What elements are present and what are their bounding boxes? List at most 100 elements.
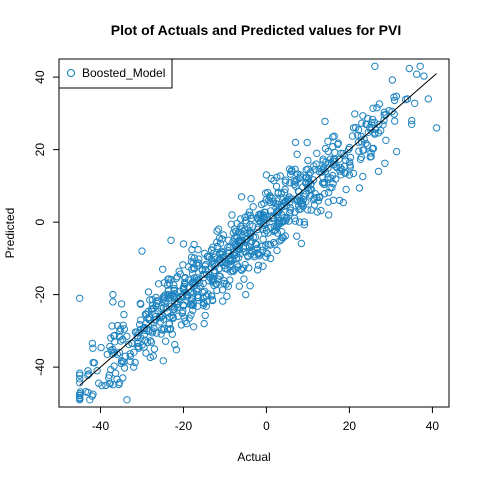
data-point [316,193,324,201]
data-point [105,374,113,382]
data-point [291,165,299,174]
data-point [275,220,283,228]
data-point [321,144,330,153]
data-point [138,247,146,255]
data-point [160,324,168,333]
data-point [115,378,124,387]
data-point [391,117,399,125]
data-point [271,226,279,234]
data-point [302,190,310,198]
data-point [109,298,117,306]
data-point [76,294,84,302]
data-point [120,310,128,319]
data-point [123,396,131,404]
plot-area-border [58,58,450,408]
data-point [89,358,97,367]
data-point [88,339,97,348]
data-point [76,371,84,379]
data-point [204,290,212,298]
x-tick-label: -20 [175,419,193,433]
data-point [181,317,189,325]
data-point [119,374,127,382]
data-point [280,188,289,196]
data-point [108,322,116,330]
data-point [405,64,413,73]
data-point [126,357,135,365]
data-point [416,62,424,71]
data-point [262,226,271,235]
data-point [170,287,178,295]
data-point [237,193,246,201]
data-point [355,184,364,192]
data-point [315,167,323,176]
data-point [362,120,370,129]
data-point [354,131,362,139]
data-point [392,92,401,101]
data-point [281,178,290,186]
data-point [276,237,284,245]
data-point [306,168,315,176]
data-point [183,293,192,301]
data-point [167,236,175,245]
data-point [285,217,293,225]
data-point [413,70,421,78]
data-point [188,265,196,273]
data-point [202,292,211,300]
data-point [229,267,238,275]
data-point [165,320,174,328]
data-point [291,138,300,147]
data-point [187,297,196,305]
data-point [274,219,282,227]
data-point [290,180,298,189]
data-point [76,369,84,377]
data-point [130,363,138,371]
data-point [218,248,226,257]
data-point [144,314,152,322]
y-tick-label: 0 [33,218,47,225]
data-point [237,229,245,237]
data-point [179,261,187,269]
data-point [296,171,304,179]
data-point [240,275,248,283]
data-point [346,163,354,171]
data-point [342,185,350,194]
data-point [349,169,358,178]
data-point [246,228,254,236]
data-point [182,288,190,296]
data-point [298,199,306,207]
data-point [329,179,337,188]
data-point [202,260,210,269]
data-point [152,302,160,310]
data-point [356,155,365,164]
data-point [119,321,127,329]
data-point [235,282,244,290]
data-point [281,185,289,194]
data-point [125,340,133,349]
data-point [362,139,370,148]
x-axis-label: Actual [237,450,270,464]
data-point [120,325,129,333]
data-point [121,352,130,360]
data-point [359,172,367,181]
chart-title: Plot of Actuals and Predicted values for… [111,22,401,38]
data-point [379,121,387,129]
data-point [324,198,332,206]
data-point [262,219,270,227]
data-point [105,371,114,379]
data-point [234,238,242,246]
data-point [115,332,124,341]
data-point [97,343,105,352]
data-point [194,259,203,267]
data-point [286,179,294,187]
data-point [165,275,173,283]
data-point [152,329,161,337]
data-point [330,132,338,140]
x-axis: -40 -20 0 20 40 [92,407,439,433]
y-tick-label: 40 [33,70,47,84]
data-point [128,339,137,348]
data-point [355,147,363,155]
data-point [137,334,145,342]
data-point [307,206,315,214]
data-point [107,334,115,342]
data-point [367,149,375,157]
